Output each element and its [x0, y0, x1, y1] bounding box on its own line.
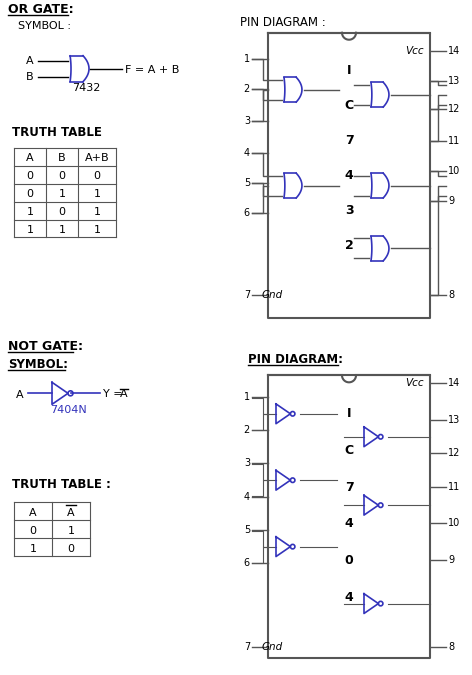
Text: 4: 4: [345, 516, 354, 530]
Text: TRUTH TABLE :: TRUTH TABLE :: [12, 478, 111, 491]
Text: PIN DIAGRAM :: PIN DIAGRAM :: [240, 16, 326, 29]
Text: 7: 7: [244, 290, 250, 300]
Text: Gnd: Gnd: [262, 642, 283, 652]
Text: 4: 4: [244, 492, 250, 502]
Text: 6: 6: [244, 558, 250, 568]
Text: B: B: [58, 153, 66, 163]
Text: SYMBOL :: SYMBOL :: [18, 21, 71, 31]
Text: 1: 1: [29, 544, 36, 554]
Text: 14: 14: [448, 46, 460, 56]
Text: 3: 3: [244, 115, 250, 126]
Text: 1: 1: [67, 526, 75, 536]
Text: 1: 1: [93, 190, 101, 199]
Text: 7404N: 7404N: [50, 405, 87, 415]
Text: 0: 0: [67, 544, 75, 554]
Text: 0: 0: [29, 526, 36, 536]
Text: 1: 1: [59, 190, 66, 199]
Text: A+B: A+B: [84, 153, 110, 163]
Text: SYMBOL:: SYMBOL:: [8, 358, 68, 371]
Text: OR GATE:: OR GATE:: [8, 3, 74, 16]
Text: A: A: [26, 153, 34, 163]
Text: A: A: [29, 508, 37, 518]
Text: C: C: [345, 443, 354, 457]
Text: 14: 14: [448, 378, 460, 388]
Text: 2: 2: [244, 425, 250, 435]
Text: 13: 13: [448, 76, 460, 86]
Text: B: B: [26, 72, 34, 82]
Text: 3: 3: [244, 458, 250, 468]
Text: 3: 3: [345, 204, 354, 217]
Text: 1: 1: [244, 54, 250, 63]
Text: 4: 4: [345, 169, 354, 182]
Text: 7432: 7432: [72, 82, 101, 92]
Text: 0: 0: [345, 554, 354, 566]
Text: 7: 7: [244, 642, 250, 652]
Text: Vcc: Vcc: [405, 378, 424, 388]
Text: PIN DIAGRAM:: PIN DIAGRAM:: [248, 353, 343, 367]
Text: 11: 11: [448, 482, 460, 492]
Text: 13: 13: [448, 415, 460, 425]
Text: 7: 7: [345, 481, 354, 493]
Text: I: I: [347, 64, 351, 77]
Text: 6: 6: [244, 207, 250, 217]
Text: 4: 4: [244, 148, 250, 157]
Text: C: C: [345, 99, 354, 112]
Text: 1: 1: [93, 225, 101, 236]
Text: A: A: [120, 389, 127, 400]
Text: 11: 11: [448, 136, 460, 146]
Text: I: I: [347, 407, 351, 420]
Text: 9: 9: [448, 555, 454, 565]
Text: 0: 0: [26, 171, 34, 182]
Text: Y =: Y =: [103, 389, 126, 400]
Text: 1: 1: [26, 225, 34, 236]
Text: TRUTH TABLE: TRUTH TABLE: [12, 126, 102, 138]
Text: 10: 10: [448, 518, 460, 528]
Text: A: A: [26, 56, 34, 65]
Text: F = A + B: F = A + B: [125, 65, 179, 75]
Text: 1: 1: [26, 207, 34, 217]
Text: 5: 5: [244, 525, 250, 535]
Text: 2: 2: [244, 84, 250, 94]
Text: 2: 2: [345, 239, 354, 252]
Text: 8: 8: [448, 290, 454, 300]
Text: Vcc: Vcc: [405, 46, 424, 56]
Text: 5: 5: [244, 178, 250, 188]
Text: NOT GATE:: NOT GATE:: [8, 340, 83, 354]
Text: 0: 0: [59, 207, 66, 217]
Text: 0: 0: [93, 171, 101, 182]
Text: A: A: [16, 390, 24, 400]
Text: 1: 1: [244, 392, 250, 402]
Text: 12: 12: [448, 104, 460, 113]
Text: 0: 0: [26, 190, 34, 199]
Text: 9: 9: [448, 196, 454, 205]
Text: Gnd: Gnd: [262, 290, 283, 300]
Text: 10: 10: [448, 165, 460, 176]
Text: 7: 7: [345, 134, 354, 147]
Text: A: A: [67, 508, 75, 518]
Text: 8: 8: [448, 642, 454, 652]
Text: 1: 1: [59, 225, 66, 236]
Text: 4: 4: [345, 591, 354, 603]
Text: 1: 1: [93, 207, 101, 217]
Text: 12: 12: [448, 448, 460, 458]
Text: 0: 0: [59, 171, 66, 182]
